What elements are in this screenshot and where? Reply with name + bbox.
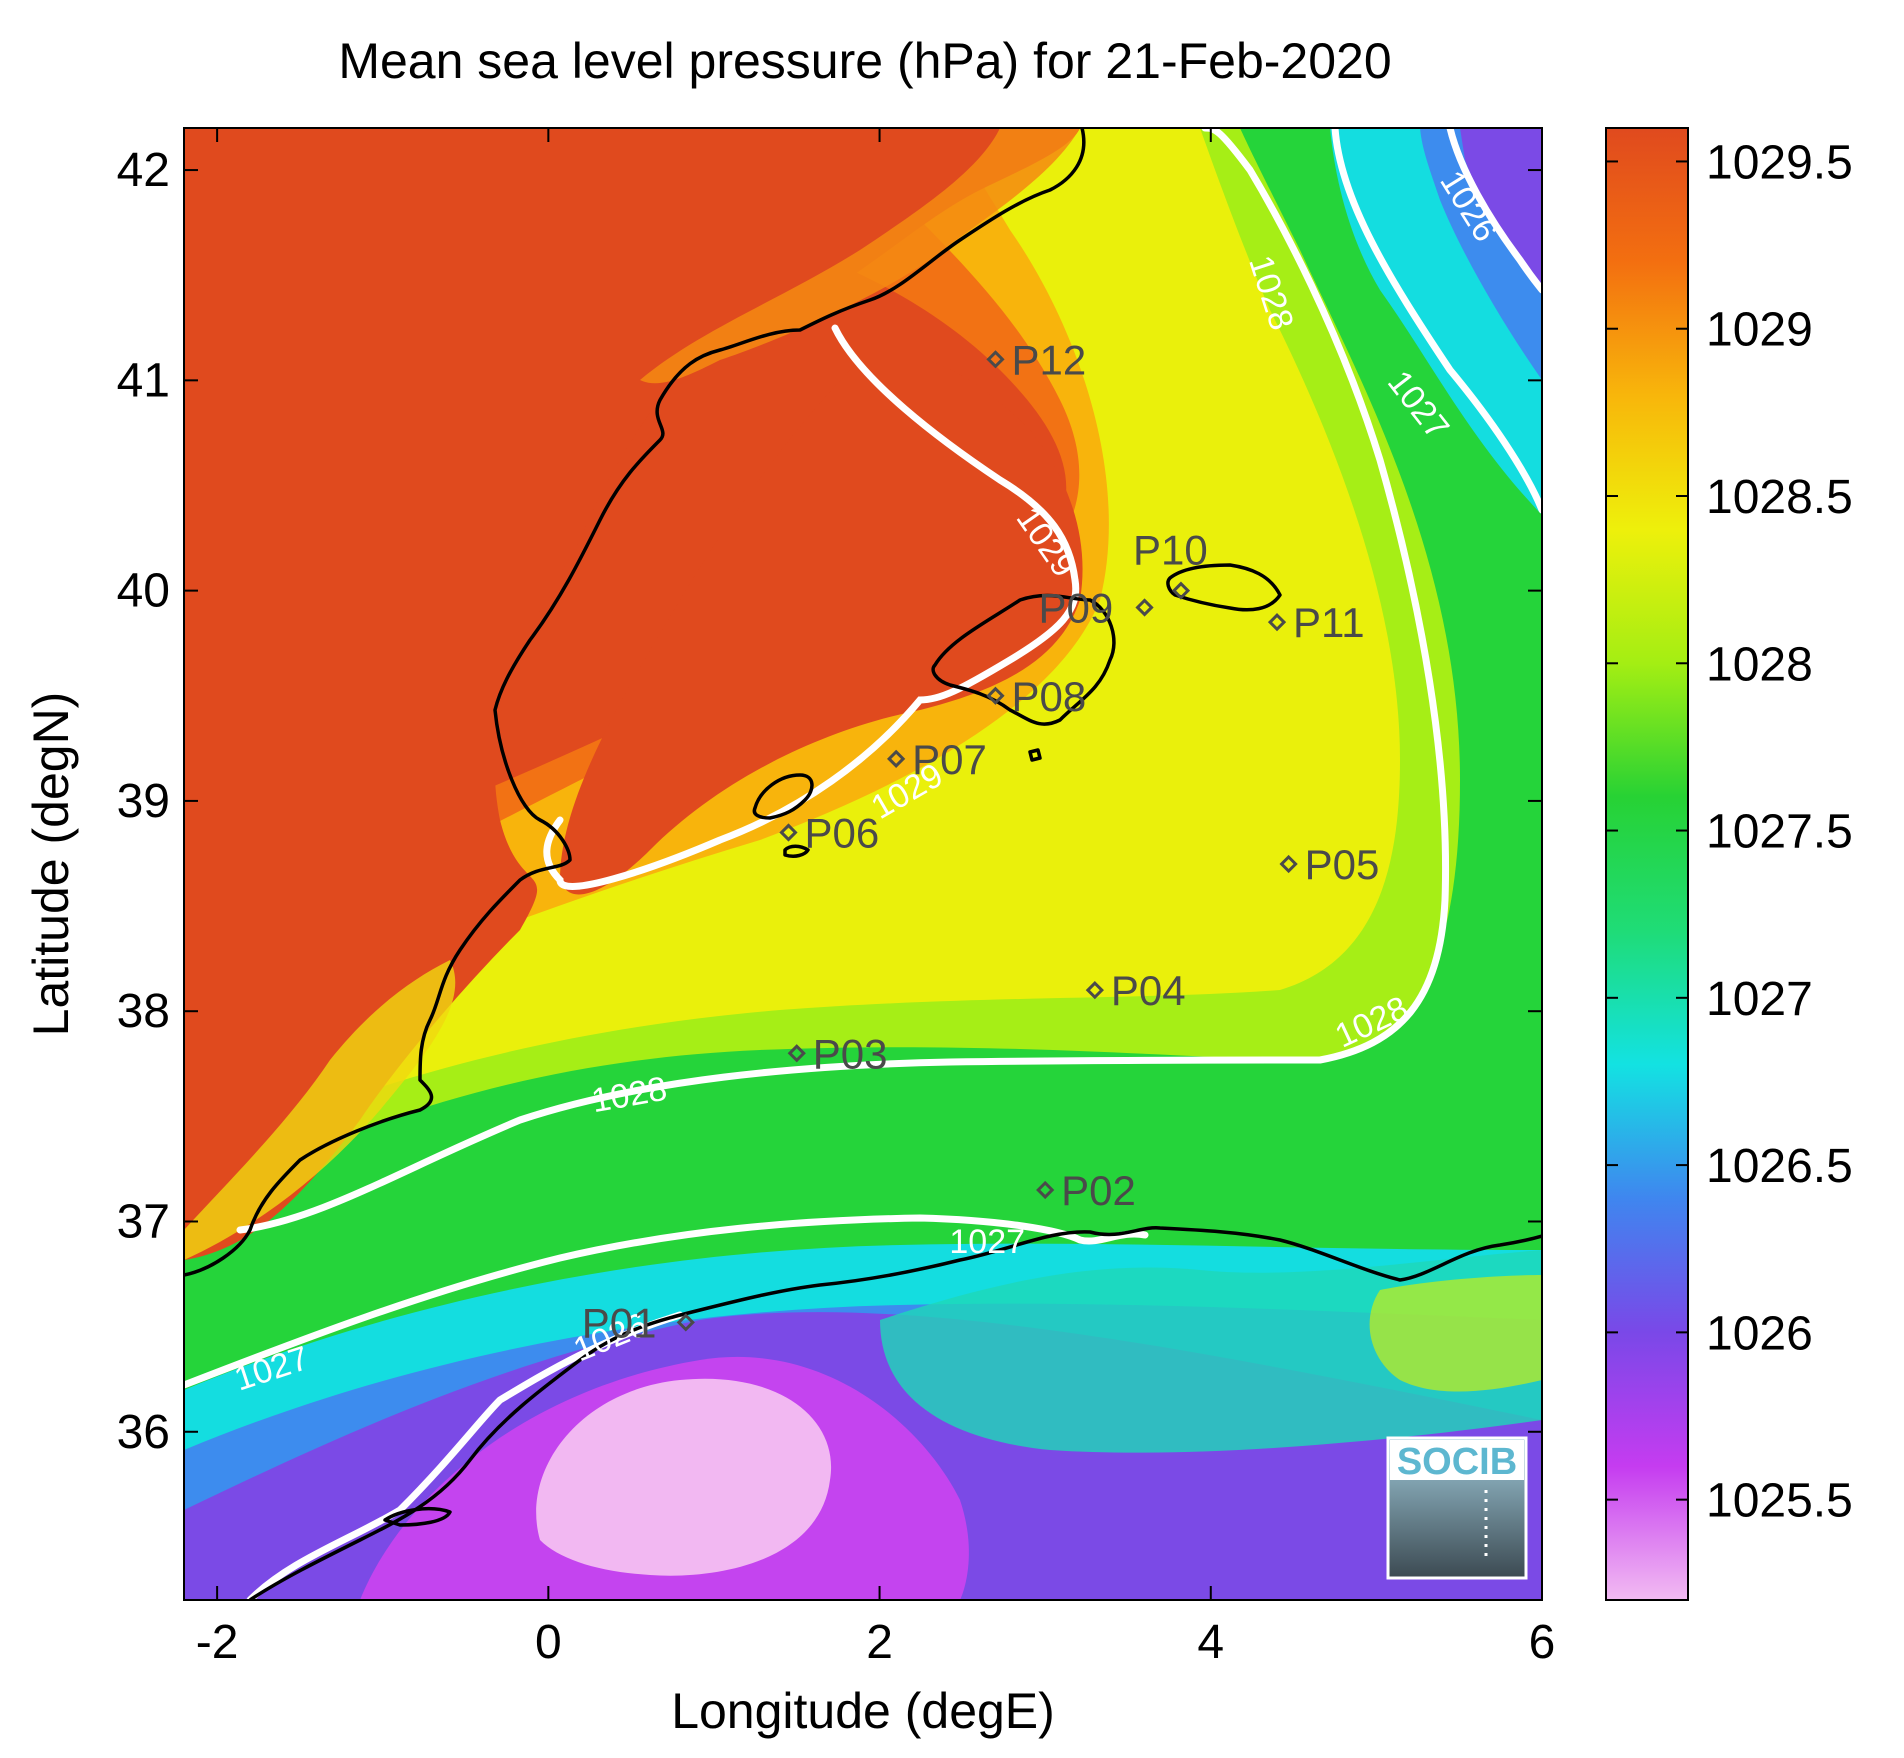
colorbar-tick-label: 1029.5	[1706, 136, 1853, 189]
station-marker[interactable]	[787, 1044, 806, 1063]
colorbar-tick-label: 1026	[1706, 1307, 1813, 1360]
coastline-iberia	[184, 128, 1086, 1277]
station-marker[interactable]	[1279, 854, 1298, 874]
y-tick-label: 42	[117, 144, 170, 197]
station-label-p07: P07	[912, 736, 987, 783]
station-marker[interactable]	[1085, 981, 1104, 1000]
figure-title: Mean sea level pressure (hPa) for 21-Feb…	[338, 33, 1391, 89]
logo-top-band	[1390, 1440, 1524, 1480]
station-label-p09: P09	[1039, 584, 1114, 631]
y-tick-label: 39	[117, 775, 170, 828]
station-label-p03: P03	[813, 1030, 888, 1077]
coastline-north-africa	[249, 1226, 1542, 1600]
contour-1026-south	[246, 1311, 684, 1600]
field-iberia-coast-yellow	[184, 960, 456, 1260]
colorbar-ticks: 1025.5 1026 1026.5 1027 1027.5 1028 1028.5 1029…	[1606, 136, 1853, 1528]
station-label-p01: P01	[582, 1299, 657, 1346]
x-tick-label: 6	[1529, 1616, 1556, 1669]
coastlines	[184, 128, 1542, 1600]
field-iberia-high	[184, 128, 1080, 1260]
station-marker[interactable]	[676, 1313, 695, 1332]
contour-1027-ne	[1331, 128, 1542, 514]
coastline-ibiza	[752, 773, 814, 820]
colorbar-tick-label: 1029	[1706, 304, 1813, 357]
contour-1026-ne	[1446, 128, 1542, 294]
contour-1027	[184, 1214, 1149, 1389]
field-land-noise-yellow	[1369, 1275, 1542, 1392]
station-label-p05: P05	[1305, 841, 1380, 888]
station-label-p12: P12	[1011, 336, 1086, 383]
x-tick-label: 2	[866, 1616, 893, 1669]
station-marker[interactable]	[887, 749, 906, 768]
colorbar-tick-label: 1028.5	[1706, 471, 1853, 524]
contour-lines	[184, 128, 1542, 1600]
x-tick-label: 4	[1197, 1616, 1224, 1669]
station-marker[interactable]	[986, 686, 1005, 705]
x-axis-label: Longitude (degE)	[671, 1683, 1055, 1739]
colorbar-tick-label: 1027.5	[1706, 806, 1853, 859]
y-tick-label: 37	[117, 1195, 170, 1248]
colorbar: 1025.5 1026 1026.5 1027 1027.5 1028 1028.5 1029…	[1605, 127, 1853, 1601]
contour-label: 1027	[949, 1223, 1025, 1261]
station-label-p06: P06	[804, 809, 879, 856]
socib-logo: SOCIB	[1386, 1436, 1528, 1580]
coastline-cabrera	[1028, 748, 1042, 762]
coastline-formentera	[783, 844, 810, 858]
pressure-field	[184, 128, 1542, 1600]
station-marker[interactable]	[1171, 581, 1191, 600]
y-tick-label: 41	[117, 354, 170, 407]
field-low-core	[536, 1378, 832, 1576]
y-tick-label: 36	[117, 1406, 170, 1459]
x-tick-label: -2	[196, 1616, 239, 1669]
colorbar-gradient	[1605, 127, 1689, 1601]
contour-1029	[543, 324, 1080, 890]
station-label-p08: P08	[1011, 673, 1086, 720]
plot-frame	[183, 127, 1543, 1601]
station-marker[interactable]	[1267, 613, 1287, 632]
field-iberia-coast-orange	[640, 128, 1080, 384]
coastline-alboran-island	[383, 1506, 452, 1527]
y-axis-ticks: 36 37 38 39 40 41 42	[117, 144, 1542, 1459]
station-label-p04: P04	[1111, 967, 1186, 1014]
colorbar-tick-label: 1026.5	[1706, 1140, 1853, 1193]
station-marker[interactable]	[986, 350, 1005, 369]
station-marker[interactable]	[779, 823, 798, 842]
logo-text: SOCIB	[1397, 1441, 1517, 1483]
station-label-p02: P02	[1061, 1167, 1136, 1214]
station-label-p11: P11	[1293, 599, 1365, 646]
x-axis-ticks: -2 0 2 4 6	[196, 128, 1556, 1669]
colorbar-tick-label: 1025.5	[1706, 1475, 1853, 1528]
colorbar-tick-label: 1027	[1706, 973, 1813, 1026]
contour-1028-inner	[236, 128, 1450, 1234]
y-tick-label: 38	[117, 985, 170, 1038]
stations: P01 P02 P03 P04 P05 P06 P07 P08 P09 P10 P11 P12	[582, 336, 1380, 1346]
station-marker[interactable]	[1036, 1180, 1055, 1200]
field-balearic-high	[560, 354, 1083, 895]
station-label-p10: P10	[1133, 527, 1208, 574]
y-axis-label: Latitude (degN)	[23, 692, 79, 1037]
x-tick-label: 0	[535, 1616, 562, 1669]
station-marker[interactable]	[1135, 598, 1154, 617]
colorbar-tick-label: 1028	[1706, 638, 1813, 691]
y-tick-label: 40	[117, 565, 170, 618]
field-ne-violet	[1460, 128, 1542, 290]
coastline-menorca	[1166, 563, 1282, 612]
coastline-mallorca	[931, 593, 1116, 726]
